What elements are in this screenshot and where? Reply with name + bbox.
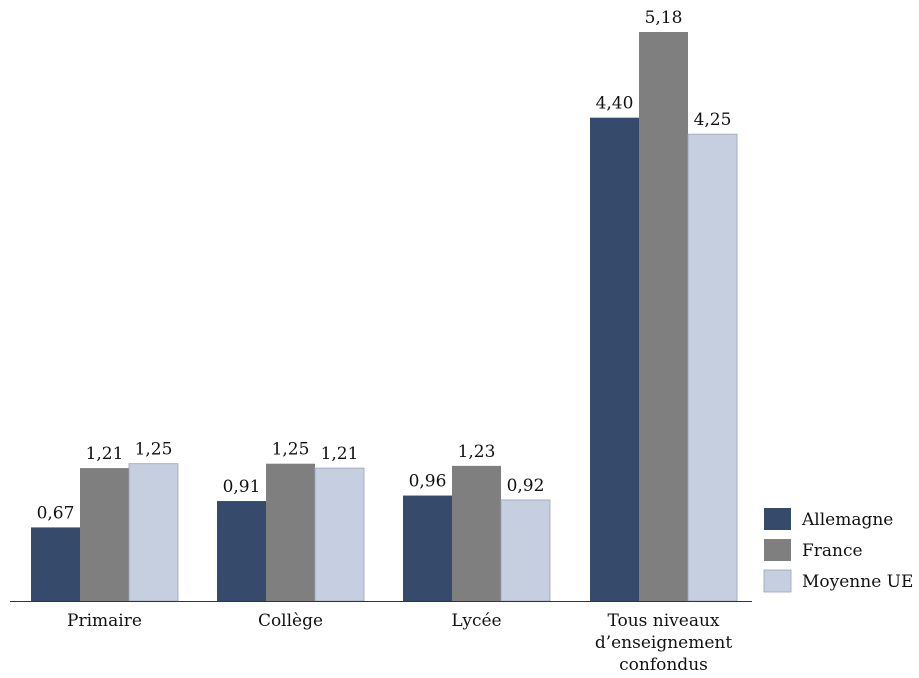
data-label: 1,21 [86, 444, 124, 464]
value-labels-layer: 0,67 0,91 0,96 4,40 1,21 1,25 1,23 5,18 1,25 1,21… [37, 8, 732, 523]
category-label: Lycée [451, 611, 501, 631]
data-label: 4,40 [596, 94, 634, 114]
data-label: 4,25 [694, 110, 732, 130]
bar-france-0 [80, 468, 129, 601]
legend-swatch [764, 539, 791, 561]
bar-france-3 [639, 32, 688, 601]
data-label: 5,18 [645, 8, 683, 28]
category-labels-layer: Primaire Collège Lycée Tous niveaux d’enseig… [67, 611, 732, 675]
bar-allemagne-1 [217, 501, 266, 601]
bar-france-1 [266, 463, 315, 601]
bar-allemagne-0 [31, 527, 80, 601]
data-label: 0,92 [507, 476, 545, 496]
category-label: Tous niveaux d’enseignement confondus [595, 611, 733, 675]
bar-moyenne-ue-2 [500, 499, 551, 602]
bar-allemagne-2 [403, 495, 452, 601]
legend-label: Moyenne UE [802, 572, 913, 592]
bar-france-2 [452, 465, 501, 601]
legend: Allemagne France Moyenne UE [763, 508, 913, 593]
data-label: 0,96 [409, 472, 447, 492]
data-label: 1,21 [321, 444, 359, 464]
category-label: Collège [258, 611, 323, 631]
legend-label: Allemagne [801, 510, 893, 530]
data-label: 1,25 [272, 440, 310, 460]
legend-swatch [763, 569, 792, 593]
legend-swatch [764, 508, 791, 530]
data-label: 1,23 [458, 442, 496, 462]
bar-moyenne-ue-1 [314, 467, 365, 602]
bar-moyenne-ue-3 [687, 133, 738, 602]
data-label: 1,25 [135, 440, 173, 460]
legend-label: France [802, 541, 863, 561]
data-label: 0,91 [223, 477, 261, 497]
bars-layer [31, 32, 738, 602]
data-label: 0,67 [37, 503, 75, 523]
bar-allemagne-3 [590, 117, 639, 601]
category-label: Primaire [67, 611, 142, 631]
bar-moyenne-ue-0 [128, 463, 179, 602]
